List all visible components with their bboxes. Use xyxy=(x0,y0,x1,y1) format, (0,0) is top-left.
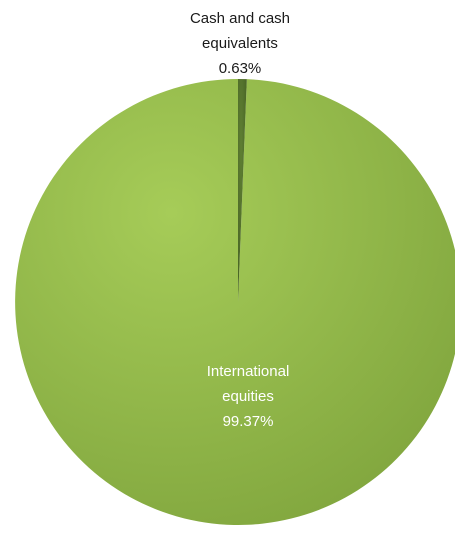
cash-value-label: 0.63% xyxy=(219,60,262,77)
equities-value-label: 99.37% xyxy=(223,413,274,430)
label-international-equities: International equities 99.37% xyxy=(207,363,290,430)
pie-slices xyxy=(15,78,455,525)
cash-label-line-2: equivalents xyxy=(202,35,278,52)
cash-label-line-1: Cash and cash xyxy=(190,10,290,27)
label-cash-and-cash-equivalents: Cash and cash equivalents 0.63% xyxy=(190,10,290,77)
equities-label-line-2: equities xyxy=(222,388,274,405)
pie-slice-cash-and-cash-equivalents xyxy=(238,78,247,302)
equities-label-line-1: International xyxy=(207,363,290,380)
pie-slice-international-equities xyxy=(15,79,455,525)
